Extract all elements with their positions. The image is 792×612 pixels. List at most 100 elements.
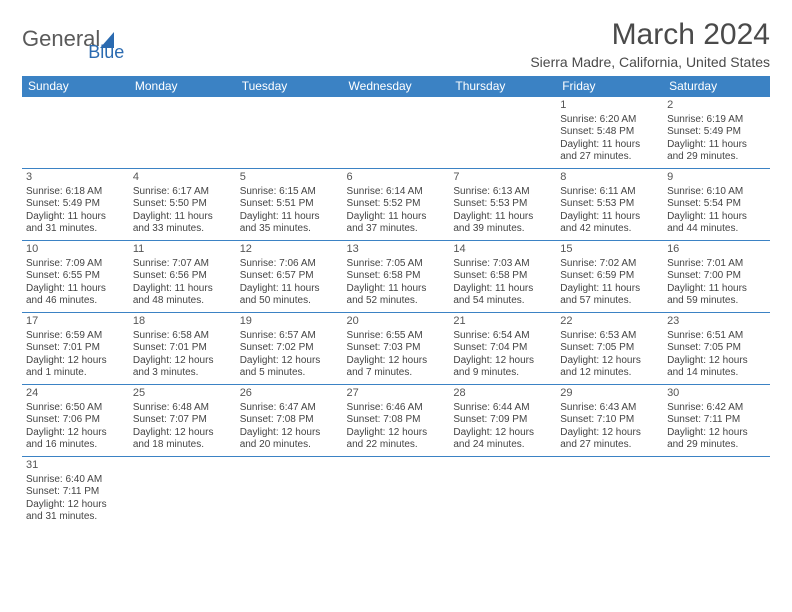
sunrise-text: Sunrise: 6:46 AM	[347, 402, 446, 415]
sunrise-text: Sunrise: 6:19 AM	[667, 114, 766, 127]
daylight-text: Daylight: 11 hours and 33 minutes.	[133, 211, 232, 236]
calendar-cell: 14Sunrise: 7:03 AMSunset: 6:58 PMDayligh…	[449, 241, 556, 313]
calendar-header-row: SundayMondayTuesdayWednesdayThursdayFrid…	[22, 76, 770, 97]
calendar-cell: 26Sunrise: 6:47 AMSunset: 7:08 PMDayligh…	[236, 385, 343, 457]
calendar-week: 17Sunrise: 6:59 AMSunset: 7:01 PMDayligh…	[22, 313, 770, 385]
sunset-text: Sunset: 5:53 PM	[453, 198, 552, 211]
calendar-cell: 9Sunrise: 6:10 AMSunset: 5:54 PMDaylight…	[663, 169, 770, 241]
daylight-text: Daylight: 11 hours and 35 minutes.	[240, 211, 339, 236]
daylight-text: Daylight: 11 hours and 46 minutes.	[26, 283, 125, 308]
day-number: 24	[26, 387, 125, 401]
sunset-text: Sunset: 7:09 PM	[453, 414, 552, 427]
sunset-text: Sunset: 5:49 PM	[667, 126, 766, 139]
sunset-text: Sunset: 7:00 PM	[667, 270, 766, 283]
day-header: Monday	[129, 76, 236, 97]
sunrise-text: Sunrise: 7:03 AM	[453, 258, 552, 271]
daylight-text: Daylight: 12 hours and 7 minutes.	[347, 355, 446, 380]
sunset-text: Sunset: 7:10 PM	[560, 414, 659, 427]
daylight-text: Daylight: 12 hours and 1 minute.	[26, 355, 125, 380]
calendar-cell: 19Sunrise: 6:57 AMSunset: 7:02 PMDayligh…	[236, 313, 343, 385]
day-header: Sunday	[22, 76, 129, 97]
calendar-cell: 2Sunrise: 6:19 AMSunset: 5:49 PMDaylight…	[663, 97, 770, 169]
title-block: March 2024 Sierra Madre, California, Uni…	[530, 18, 770, 70]
sunset-text: Sunset: 7:11 PM	[26, 486, 125, 499]
sunset-text: Sunset: 7:01 PM	[133, 342, 232, 355]
sunset-text: Sunset: 7:11 PM	[667, 414, 766, 427]
sunset-text: Sunset: 5:49 PM	[26, 198, 125, 211]
calendar-cell: 15Sunrise: 7:02 AMSunset: 6:59 PMDayligh…	[556, 241, 663, 313]
sunrise-text: Sunrise: 7:02 AM	[560, 258, 659, 271]
header: General Blue March 2024 Sierra Madre, Ca…	[22, 18, 770, 70]
day-header: Thursday	[449, 76, 556, 97]
calendar-cell: 31Sunrise: 6:40 AMSunset: 7:11 PMDayligh…	[22, 457, 129, 529]
sunset-text: Sunset: 5:51 PM	[240, 198, 339, 211]
day-number: 18	[133, 315, 232, 329]
sunrise-text: Sunrise: 7:09 AM	[26, 258, 125, 271]
day-number: 12	[240, 243, 339, 257]
calendar-cell: 5Sunrise: 6:15 AMSunset: 5:51 PMDaylight…	[236, 169, 343, 241]
calendar-cell: 13Sunrise: 7:05 AMSunset: 6:58 PMDayligh…	[343, 241, 450, 313]
calendar-body: 1Sunrise: 6:20 AMSunset: 5:48 PMDaylight…	[22, 97, 770, 529]
calendar-cell: 17Sunrise: 6:59 AMSunset: 7:01 PMDayligh…	[22, 313, 129, 385]
daylight-text: Daylight: 12 hours and 9 minutes.	[453, 355, 552, 380]
calendar-cell: 21Sunrise: 6:54 AMSunset: 7:04 PMDayligh…	[449, 313, 556, 385]
calendar-week: 24Sunrise: 6:50 AMSunset: 7:06 PMDayligh…	[22, 385, 770, 457]
day-number: 2	[667, 99, 766, 113]
day-number: 26	[240, 387, 339, 401]
sunset-text: Sunset: 6:58 PM	[453, 270, 552, 283]
calendar-cell: 7Sunrise: 6:13 AMSunset: 5:53 PMDaylight…	[449, 169, 556, 241]
calendar-cell	[663, 457, 770, 529]
calendar-cell: 12Sunrise: 7:06 AMSunset: 6:57 PMDayligh…	[236, 241, 343, 313]
daylight-text: Daylight: 12 hours and 24 minutes.	[453, 427, 552, 452]
sunset-text: Sunset: 6:59 PM	[560, 270, 659, 283]
daylight-text: Daylight: 11 hours and 37 minutes.	[347, 211, 446, 236]
calendar-week: 31Sunrise: 6:40 AMSunset: 7:11 PMDayligh…	[22, 457, 770, 529]
daylight-text: Daylight: 12 hours and 16 minutes.	[26, 427, 125, 452]
day-header: Friday	[556, 76, 663, 97]
sunrise-text: Sunrise: 6:55 AM	[347, 330, 446, 343]
daylight-text: Daylight: 12 hours and 12 minutes.	[560, 355, 659, 380]
calendar-cell	[22, 97, 129, 169]
sunrise-text: Sunrise: 6:53 AM	[560, 330, 659, 343]
sunrise-text: Sunrise: 6:51 AM	[667, 330, 766, 343]
calendar-cell: 1Sunrise: 6:20 AMSunset: 5:48 PMDaylight…	[556, 97, 663, 169]
sunrise-text: Sunrise: 6:58 AM	[133, 330, 232, 343]
day-number: 23	[667, 315, 766, 329]
calendar-cell	[129, 457, 236, 529]
calendar-cell	[556, 457, 663, 529]
location-subtitle: Sierra Madre, California, United States	[530, 54, 770, 70]
sunrise-text: Sunrise: 6:48 AM	[133, 402, 232, 415]
calendar-cell	[343, 97, 450, 169]
calendar-cell: 16Sunrise: 7:01 AMSunset: 7:00 PMDayligh…	[663, 241, 770, 313]
day-number: 17	[26, 315, 125, 329]
day-number: 22	[560, 315, 659, 329]
daylight-text: Daylight: 12 hours and 20 minutes.	[240, 427, 339, 452]
daylight-text: Daylight: 11 hours and 48 minutes.	[133, 283, 232, 308]
day-number: 3	[26, 171, 125, 185]
calendar-cell: 22Sunrise: 6:53 AMSunset: 7:05 PMDayligh…	[556, 313, 663, 385]
sunrise-text: Sunrise: 6:13 AM	[453, 186, 552, 199]
sunset-text: Sunset: 6:58 PM	[347, 270, 446, 283]
calendar-cell: 27Sunrise: 6:46 AMSunset: 7:08 PMDayligh…	[343, 385, 450, 457]
calendar-cell: 25Sunrise: 6:48 AMSunset: 7:07 PMDayligh…	[129, 385, 236, 457]
sunrise-text: Sunrise: 6:17 AM	[133, 186, 232, 199]
daylight-text: Daylight: 11 hours and 44 minutes.	[667, 211, 766, 236]
calendar-cell	[236, 457, 343, 529]
sunset-text: Sunset: 6:55 PM	[26, 270, 125, 283]
daylight-text: Daylight: 11 hours and 29 minutes.	[667, 139, 766, 164]
calendar-cell: 18Sunrise: 6:58 AMSunset: 7:01 PMDayligh…	[129, 313, 236, 385]
daylight-text: Daylight: 11 hours and 57 minutes.	[560, 283, 659, 308]
daylight-text: Daylight: 12 hours and 5 minutes.	[240, 355, 339, 380]
calendar-cell	[449, 97, 556, 169]
daylight-text: Daylight: 12 hours and 18 minutes.	[133, 427, 232, 452]
calendar-table: SundayMondayTuesdayWednesdayThursdayFrid…	[22, 76, 770, 529]
sunset-text: Sunset: 7:08 PM	[240, 414, 339, 427]
daylight-text: Daylight: 12 hours and 3 minutes.	[133, 355, 232, 380]
daylight-text: Daylight: 11 hours and 50 minutes.	[240, 283, 339, 308]
daylight-text: Daylight: 12 hours and 22 minutes.	[347, 427, 446, 452]
day-number: 31	[26, 459, 125, 473]
sunset-text: Sunset: 7:07 PM	[133, 414, 232, 427]
calendar-cell: 29Sunrise: 6:43 AMSunset: 7:10 PMDayligh…	[556, 385, 663, 457]
sunrise-text: Sunrise: 7:05 AM	[347, 258, 446, 271]
sunrise-text: Sunrise: 6:50 AM	[26, 402, 125, 415]
